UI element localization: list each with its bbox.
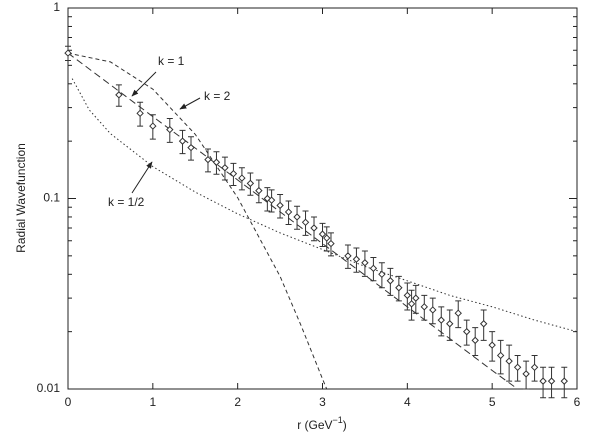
x-tick-label: 2 bbox=[234, 395, 241, 409]
data-point bbox=[407, 300, 416, 308]
data-point bbox=[246, 179, 255, 188]
data-point bbox=[530, 363, 539, 372]
annotation: k = 1 bbox=[158, 54, 185, 68]
annotation-arrow bbox=[131, 71, 157, 97]
data-point bbox=[361, 259, 369, 267]
data-point bbox=[446, 320, 454, 328]
annotation-arrow bbox=[131, 161, 153, 194]
data-point bbox=[479, 320, 488, 328]
x-tick-label: 4 bbox=[404, 395, 411, 409]
data-point bbox=[488, 341, 496, 349]
data-point bbox=[212, 158, 221, 166]
data-point bbox=[293, 213, 301, 221]
data-point bbox=[221, 164, 229, 172]
x-tick-label: 0 bbox=[65, 395, 72, 409]
data-point bbox=[369, 264, 378, 273]
data-point bbox=[513, 363, 522, 372]
data-point bbox=[178, 137, 187, 145]
data-point bbox=[267, 196, 276, 204]
data-point bbox=[522, 370, 530, 378]
data-point bbox=[229, 169, 238, 178]
data-point bbox=[429, 306, 437, 314]
annotation-arrow bbox=[179, 97, 201, 110]
data-point bbox=[539, 377, 547, 385]
y-tick-label: 0.1 bbox=[43, 191, 60, 205]
data-point bbox=[276, 201, 284, 210]
data-point bbox=[255, 186, 263, 195]
annotation: k = 2 bbox=[204, 89, 231, 103]
data-point bbox=[463, 327, 471, 336]
data-point bbox=[166, 125, 174, 134]
x-tick-label: 5 bbox=[489, 395, 496, 409]
data-point bbox=[437, 316, 445, 324]
data-point bbox=[149, 122, 157, 130]
data-point bbox=[471, 336, 479, 345]
data-point bbox=[420, 303, 429, 311]
curve bbox=[67, 52, 518, 390]
data-point bbox=[187, 143, 195, 152]
curve bbox=[71, 78, 578, 333]
data-point bbox=[412, 294, 420, 302]
y-axis-label: Radial Wavefunction bbox=[14, 143, 28, 253]
y-tick-label: 1 bbox=[53, 0, 60, 14]
curve bbox=[67, 52, 328, 390]
data-point bbox=[386, 277, 395, 285]
data-point bbox=[318, 230, 327, 238]
data-point bbox=[115, 91, 123, 99]
data-point bbox=[403, 291, 412, 300]
data-point bbox=[496, 351, 505, 360]
data-point bbox=[204, 155, 212, 164]
data-point bbox=[547, 377, 556, 385]
data-point bbox=[505, 357, 513, 365]
annotation: k = 1/2 bbox=[108, 195, 145, 209]
data-point bbox=[352, 255, 361, 263]
data-point bbox=[327, 239, 335, 248]
data-point bbox=[136, 109, 144, 118]
y-tick-label: 0.01 bbox=[37, 381, 61, 395]
x-axis-label: r (GeV−1) bbox=[297, 415, 347, 432]
x-axis-label-text: r (GeV bbox=[297, 418, 332, 432]
data-point bbox=[301, 218, 310, 227]
x-tick-label: 1 bbox=[149, 395, 156, 409]
data-point bbox=[454, 309, 462, 317]
data-point bbox=[344, 252, 352, 260]
data-point bbox=[560, 377, 568, 385]
data-point bbox=[310, 224, 318, 232]
x-tick-label: 6 bbox=[574, 395, 581, 409]
data-point bbox=[378, 270, 386, 279]
data-point bbox=[323, 234, 331, 242]
data-point bbox=[64, 49, 72, 57]
data-point bbox=[238, 174, 246, 182]
data-point bbox=[284, 208, 293, 216]
x-axis-label-suffix: ) bbox=[343, 418, 347, 432]
x-axis-label-sup: −1 bbox=[333, 415, 343, 425]
data-point bbox=[395, 284, 403, 292]
x-tick-label: 3 bbox=[319, 395, 326, 409]
